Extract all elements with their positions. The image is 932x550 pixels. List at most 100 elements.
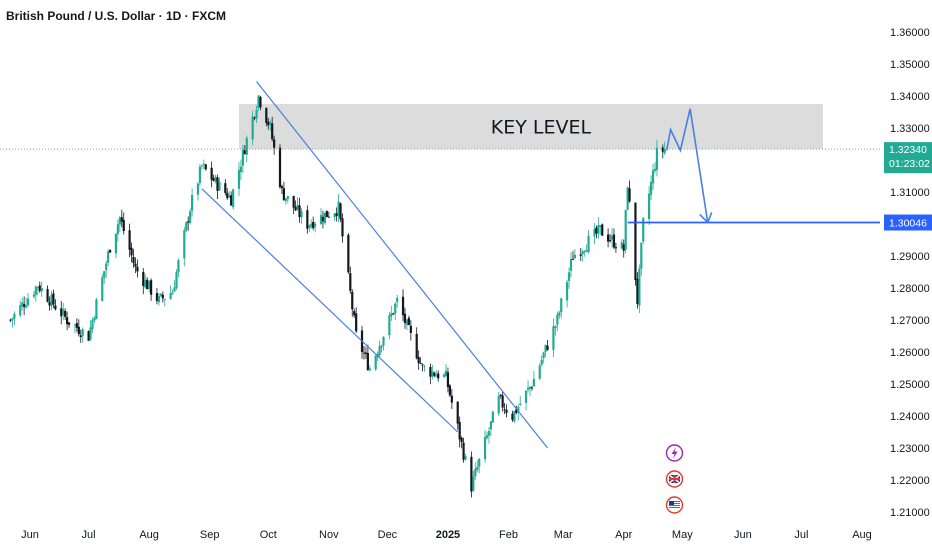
candle-body [103, 271, 106, 278]
uk-flag-cross-v [673, 475, 676, 483]
candle-body [60, 308, 63, 317]
price-tick-label: 1.23000 [890, 443, 930, 455]
candle-body [19, 305, 22, 316]
candle-body [228, 195, 231, 198]
candle-body [177, 260, 180, 273]
candle-body [403, 313, 407, 323]
candle-body [282, 188, 285, 201]
candle-body [134, 263, 137, 267]
candle-body [626, 187, 629, 210]
candle-body [204, 164, 207, 170]
candle-body [294, 206, 297, 211]
candle-body [634, 202, 637, 281]
candle-body [610, 235, 614, 240]
time-tick-label: Sep [200, 529, 220, 541]
event-markers[interactable] [665, 444, 684, 514]
us-flag-stripe [669, 505, 681, 506]
candle-body [614, 247, 618, 249]
candle-body [640, 242, 643, 269]
candle-body [114, 233, 118, 254]
candle-body [253, 117, 256, 119]
price-tick-label: 1.27000 [890, 315, 930, 327]
candle-body [581, 251, 584, 255]
candle-body [364, 352, 368, 355]
candle-body [198, 166, 202, 184]
candle-body [394, 303, 397, 314]
candle-body [11, 318, 14, 321]
candle-body [585, 250, 588, 252]
candle-body [347, 234, 350, 273]
candle-body [407, 317, 410, 325]
candle-body [169, 293, 172, 299]
candle-body [544, 344, 547, 353]
candle-body [26, 298, 30, 306]
candle-body [642, 218, 645, 242]
candle-body [273, 139, 276, 148]
candle-body [519, 403, 522, 405]
candle-body [292, 195, 295, 208]
candle-body [663, 149, 666, 154]
candle-body [327, 216, 330, 218]
candle-body [243, 150, 246, 155]
candle-body [210, 167, 213, 180]
time-axis[interactable]: Jun Jul Aug Sep Oct Nov Dec 2025 Feb Mar Apr May Jun… [21, 529, 872, 541]
candle-body [368, 368, 371, 371]
candle-body [312, 221, 315, 229]
candle-body [241, 149, 244, 166]
candle-body [161, 294, 164, 299]
candle-body [485, 435, 489, 439]
lightning-icon[interactable] [665, 444, 684, 462]
candle-body [339, 203, 342, 220]
bar-countdown-label: 01:23:02 [889, 158, 930, 170]
price-tick-label: 1.35000 [890, 59, 930, 71]
candle-body [265, 108, 268, 123]
candle-body [23, 304, 26, 308]
candle-body [48, 302, 51, 306]
candle-body [579, 254, 582, 256]
price-axis[interactable]: 1.360001.350001.340001.330001.320001.310… [884, 27, 932, 519]
candle-body [175, 272, 178, 289]
candle-body [191, 195, 194, 211]
projection-path [665, 108, 709, 223]
candle-body [77, 326, 80, 335]
candle-body [419, 363, 422, 364]
candle-body [458, 421, 461, 440]
candle-body [280, 186, 284, 188]
key-level-label: KEY LEVEL [491, 117, 592, 139]
candle-body [390, 313, 393, 317]
us-flag-icon[interactable] [665, 496, 684, 514]
candle-body [130, 247, 133, 256]
uk-flag-icon[interactable] [665, 470, 684, 488]
candle-body [212, 178, 215, 181]
candle-body [620, 242, 623, 249]
target-price-label: 1.30046 [889, 218, 927, 230]
candle-body [556, 314, 559, 325]
candle-body [528, 386, 532, 389]
candle-body [648, 193, 651, 220]
candle-body [380, 345, 383, 348]
candle-body [540, 359, 543, 365]
us-flag-stripe [669, 501, 681, 502]
candle-body [40, 288, 43, 292]
candle-body [149, 280, 153, 295]
candle-body [101, 277, 104, 301]
candle-body [155, 293, 159, 301]
candle-body [9, 319, 12, 321]
candle-body [239, 166, 243, 173]
candle-body [122, 219, 125, 231]
candle-body [405, 319, 409, 325]
candle-body [538, 365, 541, 379]
candle-body [444, 370, 448, 377]
candle-body [189, 211, 192, 224]
candle-body [173, 287, 176, 292]
candle-body [325, 210, 328, 217]
current-price-label: 1.32340 [889, 144, 927, 156]
candle-body [573, 254, 577, 259]
candle-body [24, 305, 28, 308]
candle-body [108, 249, 112, 253]
candle-body [224, 183, 227, 193]
time-tick-label: Jun [734, 529, 752, 541]
candle-body [505, 409, 508, 413]
candle-body [353, 311, 356, 316]
